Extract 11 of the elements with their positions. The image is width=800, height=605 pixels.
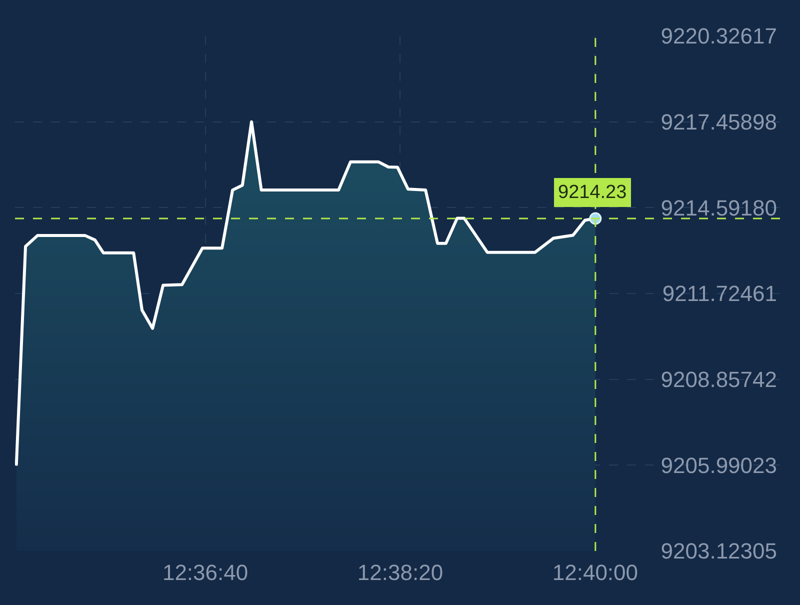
y-tick-label: 9203.12305 [660,538,777,564]
annotation: 9214.23 [558,182,627,203]
y-tick-label: 9217.45898 [660,110,777,135]
y-tick-label: 9208.85742 [660,367,777,392]
x-tick-label: 12:38:20 [357,560,444,585]
x-tick-label: 12:36:40 [162,560,248,585]
y-tick-label: 9220.32617 [660,24,777,49]
y-tick-label: 9214.59180 [660,195,777,220]
y-tick-label: 9205.99023 [660,452,777,478]
y-tick-label: 9211.72461 [662,281,777,306]
x-tick-label: 12:40:00 [552,560,638,585]
